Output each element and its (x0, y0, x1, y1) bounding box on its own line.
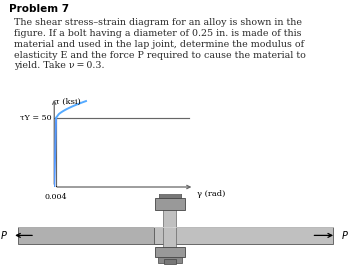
Text: 0.004: 0.004 (45, 192, 68, 201)
Text: The shear stress–strain diagram for an alloy is shown in the: The shear stress–strain diagram for an a… (14, 18, 302, 27)
Text: yield. Take ν = 0.3.: yield. Take ν = 0.3. (14, 61, 105, 70)
Text: elasticity E and the force P required to cause the material to: elasticity E and the force P required to… (14, 51, 306, 60)
Text: τ (ksi): τ (ksi) (55, 98, 81, 106)
Text: $P$: $P$ (341, 229, 349, 241)
Text: Problem 7: Problem 7 (9, 4, 69, 14)
Bar (164, 259, 176, 264)
Bar (154, 227, 332, 244)
Text: $P$: $P$ (0, 229, 8, 241)
Bar (163, 202, 176, 262)
Text: figure. If a bolt having a diameter of 0.25 in. is made of this: figure. If a bolt having a diameter of 0… (14, 29, 301, 38)
Text: γ (rad): γ (rad) (197, 191, 225, 198)
Bar (18, 227, 175, 244)
Bar (155, 247, 185, 257)
Bar (159, 193, 181, 198)
Bar (158, 257, 182, 263)
Text: material and used in the lap joint, determine the modulus of: material and used in the lap joint, dete… (14, 40, 304, 49)
Bar (155, 198, 185, 210)
Text: τY = 50: τY = 50 (20, 114, 51, 122)
